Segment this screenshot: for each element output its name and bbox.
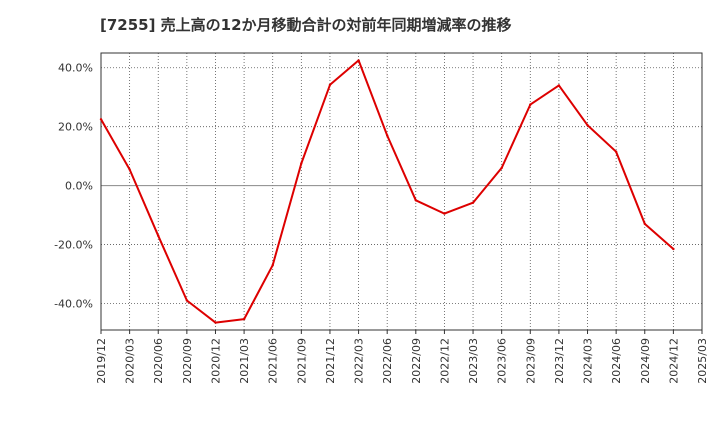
data-point	[185, 299, 189, 302]
data-point	[214, 321, 217, 324]
data-point	[586, 124, 589, 127]
data-point	[242, 317, 246, 321]
y-tick-label: -40.0%	[54, 297, 93, 310]
data-point	[614, 150, 618, 153]
data-point	[672, 247, 675, 251]
data-point	[529, 103, 532, 106]
y-tick-label: 40.0%	[58, 62, 93, 75]
chart-title: [7255] 売上高の12か月移動合計の対前年同期増減率の推移	[100, 16, 512, 34]
x-tick-label: 2021/06	[267, 338, 280, 384]
tick-labels: 40.0% 20.0% 0.0% -20.0% -40.0% 2019/12 2020/03…	[54, 62, 709, 384]
x-tick-label: 2020/03	[124, 338, 137, 384]
y-tick-label: -20.0%	[54, 239, 93, 252]
data-point	[557, 84, 561, 87]
x-tick-label: 2024/12	[667, 338, 680, 384]
x-tick-label: 2023/09	[524, 338, 537, 384]
y-tick-label: 0.0%	[65, 180, 93, 193]
plot-frame	[100, 52, 703, 331]
x-tick-label: 2022/03	[353, 338, 366, 384]
x-tick-label: 2021/09	[295, 338, 308, 384]
x-tick-label: 2021/03	[238, 338, 251, 384]
x-tick-label: 2022/06	[381, 338, 394, 384]
x-tick-label: 2022/12	[438, 338, 451, 384]
axes	[100, 52, 703, 334]
data-point	[328, 83, 332, 87]
x-tick-label: 2024/09	[639, 338, 652, 384]
series-layer	[99, 59, 675, 324]
x-tick-label: 2020/06	[152, 338, 165, 384]
data-point	[271, 264, 274, 267]
x-tick-label: 2023/06	[496, 338, 509, 384]
data-point	[386, 134, 389, 137]
data-point	[99, 118, 103, 121]
data-point	[414, 199, 417, 202]
x-tick-label: 2023/12	[553, 338, 566, 384]
data-point	[157, 234, 160, 237]
grid	[100, 53, 703, 330]
y-tick-label: 20.0%	[58, 121, 93, 134]
x-tick-label: 2023/03	[467, 338, 480, 384]
data-point	[643, 222, 646, 226]
x-tick-label: 2024/03	[582, 338, 595, 384]
x-tick-label: 2021/12	[324, 338, 337, 384]
x-tick-label: 2024/06	[610, 338, 623, 384]
x-tick-label: 2020/09	[181, 338, 194, 384]
data-point	[471, 201, 475, 204]
data-point	[443, 212, 446, 215]
data-point	[357, 59, 360, 62]
x-tick-label: 2019/12	[95, 338, 108, 384]
x-tick-label: 2022/09	[410, 338, 423, 384]
data-point	[300, 162, 303, 165]
x-tick-label: 2020/12	[209, 338, 222, 384]
data-point	[128, 168, 131, 171]
data-point	[500, 166, 503, 170]
x-tick-label: 2025/03	[696, 338, 709, 384]
